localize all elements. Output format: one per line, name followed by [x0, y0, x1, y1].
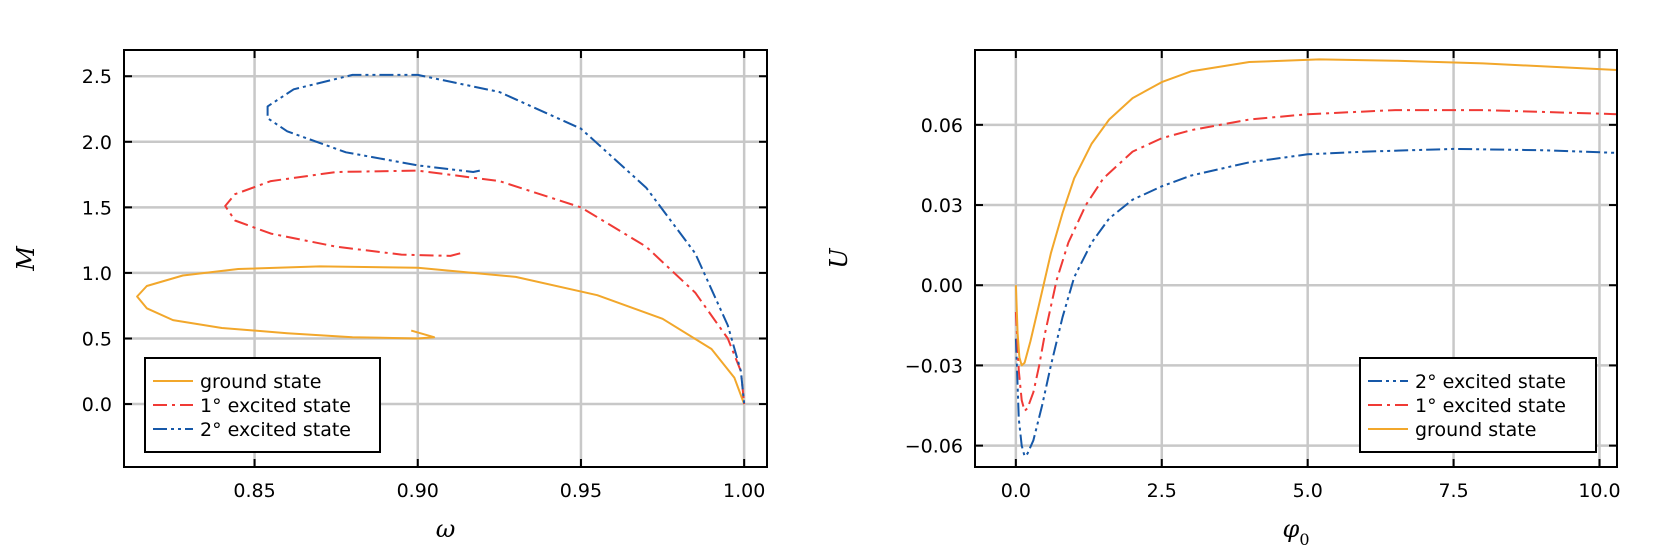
- chart-potential-vs-phi0: 0.0 2.5 5.0 7.5 10.0 −0.06 −0.03 0.00 0.03 0.06 φ0…: [825, 49, 1621, 549]
- series-line-1: [1014, 109, 1617, 412]
- x-axis-label: φ0: [1283, 515, 1310, 549]
- y-tick-label-1: −0.03: [905, 355, 963, 377]
- legend-label-1: 1° excited state: [1415, 395, 1566, 417]
- x-tick-label-1: 0.90: [397, 480, 439, 502]
- y-tick-label-2: 0.00: [921, 275, 963, 297]
- x-tick-label-2: 0.95: [560, 480, 602, 502]
- x-tick-label-3: 7.5: [1438, 480, 1468, 502]
- legend-label-1: 1° excited state: [200, 395, 351, 417]
- series-line-2: [266, 73, 746, 405]
- y-tick-label-0: −0.06: [905, 436, 963, 458]
- legend-label-0: 2° excited state: [1415, 371, 1566, 393]
- y-tick-label-4: 0.06: [921, 115, 963, 137]
- y-tick-label-2: 1.0: [82, 263, 112, 285]
- series-line-2: [1014, 58, 1617, 367]
- x-tick-label-2: 5.0: [1293, 480, 1323, 502]
- legend-label-2: ground state: [1415, 419, 1536, 441]
- y-axis-label: U: [825, 248, 853, 269]
- series-line-0: [136, 265, 746, 405]
- plot-frame: [123, 49, 768, 468]
- x-tick-label-3: 1.00: [723, 480, 765, 502]
- y-tick-label-0: 0.0: [82, 394, 112, 416]
- chart-mass-vs-omega: 0.85 0.90 0.95 1.00 0.0 0.5 1.0 1.5 2.0 2.5 ω Mgrou…: [12, 49, 768, 543]
- y-tick-label-1: 0.5: [82, 328, 112, 350]
- series-group: [1014, 58, 1617, 458]
- x-tick-label-1: 2.5: [1147, 480, 1177, 502]
- plot-frame: [974, 49, 1618, 468]
- y-tick-label-5: 2.5: [82, 66, 112, 88]
- series-line-1: [224, 169, 746, 405]
- x-tick-label-4: 10.0: [1578, 480, 1620, 502]
- legend-label-0: ground state: [200, 371, 321, 393]
- y-tick-label-3: 1.5: [82, 197, 112, 219]
- x-tick-label-0: 0.0: [1001, 480, 1031, 502]
- y-tick-label-3: 0.03: [921, 195, 963, 217]
- legend-label-2: 2° excited state: [200, 419, 351, 441]
- x-axis-label: ω: [436, 515, 456, 543]
- y-tick-label-4: 2.0: [82, 132, 112, 154]
- x-tick-label-0: 0.85: [233, 480, 275, 502]
- series-group: [136, 73, 746, 405]
- x-axis-label-subscript: 0: [1299, 530, 1309, 549]
- y-axis-label: M: [12, 245, 40, 272]
